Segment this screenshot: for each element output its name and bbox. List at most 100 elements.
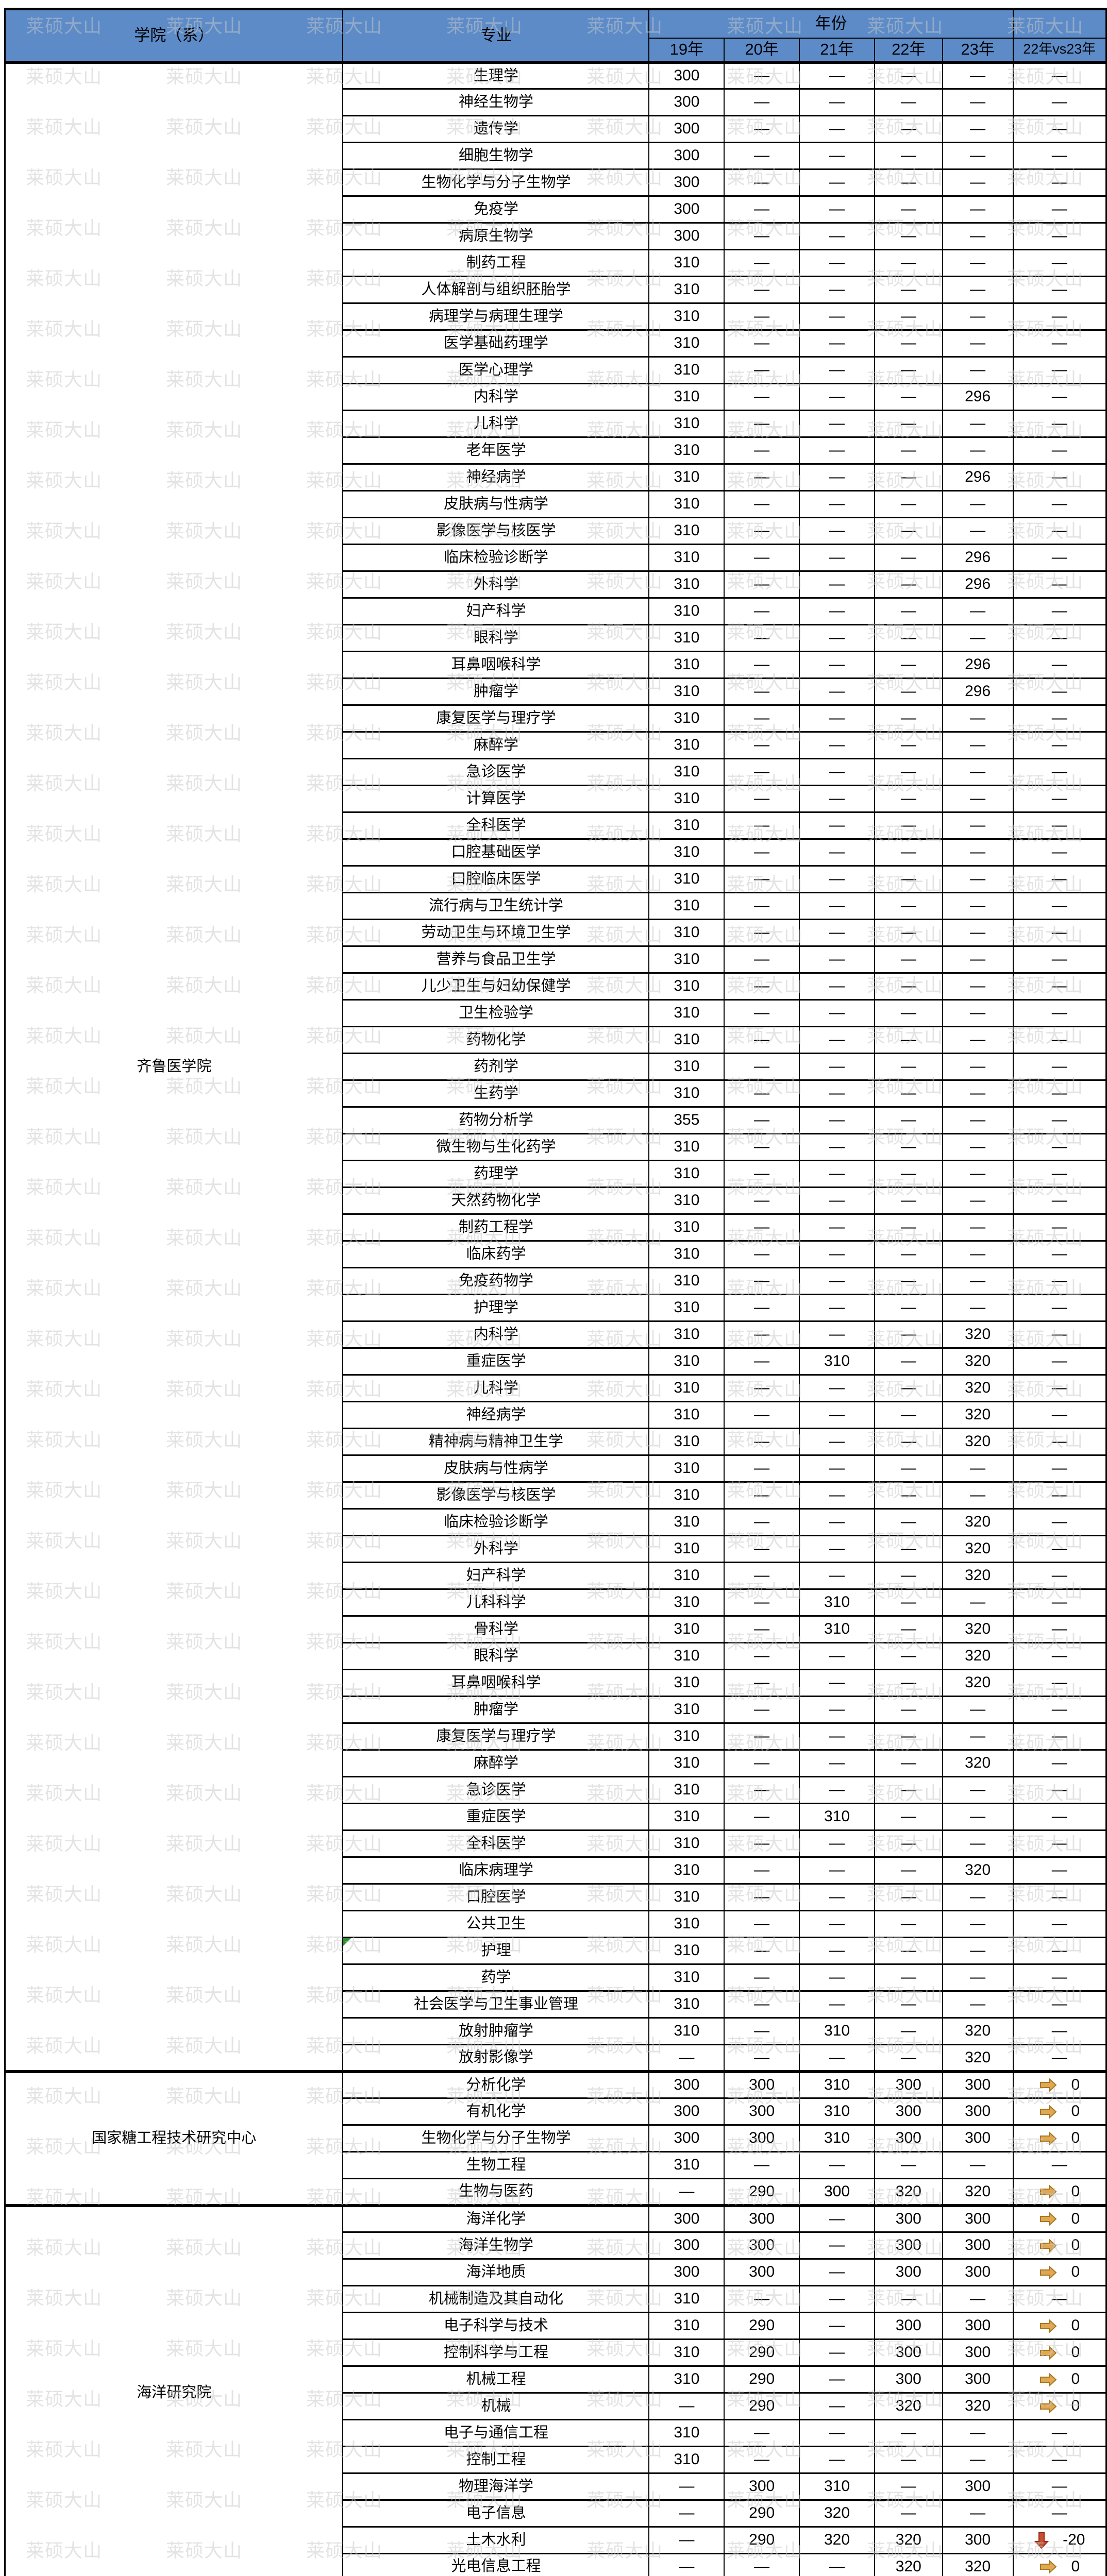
- major-cell: 康复医学与理疗学: [342, 704, 650, 733]
- score-cell: —: [874, 570, 943, 599]
- major-cell: 临床检验诊断学: [342, 544, 650, 572]
- score-cell: —: [724, 490, 800, 518]
- score-cell: 320: [942, 2044, 1014, 2072]
- score-cell: —: [724, 1026, 800, 1054]
- major-cell: 内科学: [342, 1320, 650, 1349]
- score-table: 学院（系） 专业 年份 19年 20年 21年 22年 23年 22年vs23年…: [4, 8, 1107, 2576]
- compare-cell: —: [1012, 1079, 1107, 1108]
- score-cell: —: [799, 2258, 875, 2286]
- score-cell: —: [799, 195, 875, 224]
- score-cell: —: [874, 2472, 943, 2501]
- compare-cell: —: [1012, 1883, 1107, 1911]
- table-row: 微生物与生化药学 310— — — — —: [5, 1133, 1107, 1161]
- table-row: 护理学 310— — — — —: [5, 1294, 1107, 1322]
- score-cell: —: [799, 2151, 875, 2179]
- score-cell: —: [874, 1267, 943, 1295]
- score-cell: —: [799, 1535, 875, 1563]
- score-cell: —: [874, 249, 943, 277]
- score-cell: —: [874, 2446, 943, 2474]
- score-cell: —: [874, 919, 943, 947]
- score-cell: —: [724, 1053, 800, 1081]
- compare-cell: —: [1012, 222, 1107, 250]
- compare-cell: 0: [1012, 2097, 1107, 2126]
- major-cell: 儿科学: [342, 1374, 650, 1402]
- table-row: 妇产科学 310— — —320—: [5, 1562, 1107, 1590]
- compare-cell: —: [1012, 142, 1107, 170]
- score-cell: —: [874, 115, 943, 143]
- score-cell: —: [942, 1240, 1014, 1268]
- score-cell: —: [799, 919, 875, 947]
- score-cell: —: [724, 1883, 800, 1911]
- major-cell: 药剂学: [342, 1053, 650, 1081]
- score-cell: —: [942, 972, 1014, 1001]
- major-cell: 生理学: [342, 60, 650, 90]
- score-cell: 300: [648, 2231, 725, 2260]
- table-row: 流行病与卫生统计学 310— — — — —: [5, 892, 1107, 920]
- score-cell: —: [799, 1294, 875, 1322]
- major-cell: 内科学: [342, 383, 650, 411]
- score-cell: —: [724, 544, 800, 572]
- score-cell: 320: [799, 2499, 875, 2528]
- compare-cell: —: [1012, 1535, 1107, 1563]
- trend-value: 0: [1071, 2263, 1080, 2281]
- score-cell: —: [724, 329, 800, 358]
- trend-right-icon: [1040, 2211, 1057, 2227]
- score-cell: 310: [648, 1642, 725, 1670]
- score-cell: 300: [724, 2097, 800, 2126]
- score-cell: —: [874, 410, 943, 438]
- header-year-23: 23年: [942, 37, 1014, 64]
- score-cell: 300: [874, 2124, 943, 2153]
- table-row: 人体解剖与组织胚胎学 310— — — — —: [5, 276, 1107, 304]
- score-cell: 310: [799, 2070, 875, 2099]
- trend-right-icon: [1040, 2238, 1057, 2253]
- score-cell: —: [874, 1883, 943, 1911]
- table-row: 电子科学与技术 310 290—300 300 0: [5, 2312, 1107, 2340]
- score-cell: —: [648, 2178, 725, 2206]
- score-cell: —: [799, 2365, 875, 2394]
- major-cell: 制药工程学: [342, 1213, 650, 1242]
- score-cell: 310: [648, 1535, 725, 1563]
- trend-value: 0: [1071, 2344, 1080, 2361]
- score-cell: —: [724, 1749, 800, 1777]
- score-cell: 300: [942, 2204, 1014, 2233]
- score-cell: 300: [724, 2124, 800, 2153]
- major-cell: 制药工程: [342, 249, 650, 277]
- table-row: 营养与食品卫生学 310— — — — —: [5, 945, 1107, 974]
- score-cell: —: [724, 1374, 800, 1402]
- score-cell: —: [874, 1374, 943, 1402]
- score-cell: —: [799, 1240, 875, 1268]
- major-cell: 肿瘤学: [342, 1696, 650, 1724]
- score-cell: —: [799, 1937, 875, 1965]
- trend-indicator: 0: [1014, 2129, 1105, 2147]
- score-cell: 320: [942, 2392, 1014, 2420]
- compare-cell: —: [1012, 410, 1107, 438]
- score-cell: —: [799, 2231, 875, 2260]
- compare-cell: —: [1012, 1588, 1107, 1617]
- trend-indicator: 0: [1014, 2558, 1105, 2576]
- major-cell: 天然药物化学: [342, 1187, 650, 1215]
- table-row: 临床药学 310— — — — —: [5, 1240, 1107, 1268]
- major-cell: 生物化学与分子生物学: [342, 168, 650, 197]
- score-cell: —: [942, 517, 1014, 545]
- score-cell: —: [874, 1240, 943, 1268]
- table-header: 学院（系） 专业 年份 19年 20年 21年 22年 23年 22年vs23年: [4, 8, 1107, 64]
- compare-cell: —: [1012, 1240, 1107, 1268]
- score-cell: 300: [648, 168, 725, 197]
- table-row: 外科学 310— — —296—: [5, 570, 1107, 599]
- compare-cell: —: [1012, 1910, 1107, 1938]
- score-cell: —: [942, 2446, 1014, 2474]
- score-cell: 320: [942, 1401, 1014, 1429]
- header-year-22: 22年: [874, 37, 943, 64]
- score-cell: —: [648, 2472, 725, 2501]
- score-cell: 310: [648, 2017, 725, 2045]
- score-table-container: 学院（系） 专业 年份 19年 20年 21年 22年 23年 22年vs23年…: [4, 8, 1107, 2576]
- score-cell: 300: [648, 2097, 725, 2126]
- score-cell: 300: [724, 2258, 800, 2286]
- score-cell: 300: [942, 2124, 1014, 2153]
- header-year-20: 20年: [724, 37, 800, 64]
- compare-cell: 0: [1012, 2204, 1107, 2233]
- score-cell: —: [942, 115, 1014, 143]
- score-cell: —: [724, 1562, 800, 1590]
- score-cell: 310: [799, 2097, 875, 2126]
- score-cell: —: [874, 517, 943, 545]
